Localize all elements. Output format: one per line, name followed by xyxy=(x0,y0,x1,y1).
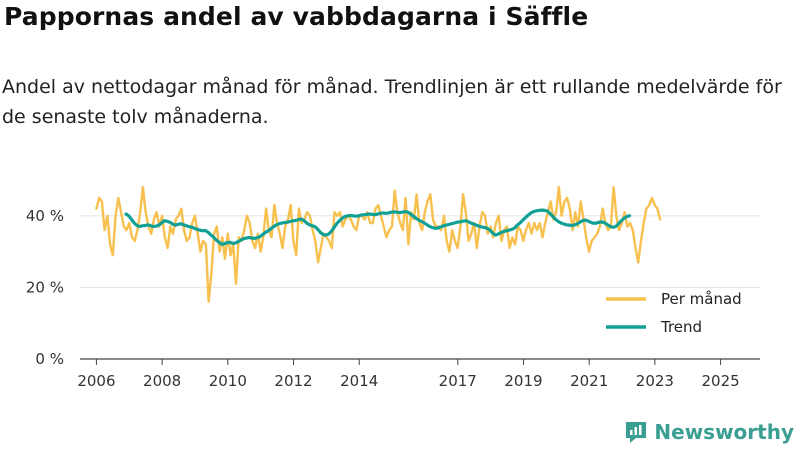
x-tick-label: 2008 xyxy=(143,372,181,390)
x-tick-label: 2012 xyxy=(274,372,312,390)
series-monthly-line xyxy=(95,185,662,303)
chart-subtitle: Andel av nettodagar månad för månad. Tre… xyxy=(2,76,782,128)
x-tick-label: 2006 xyxy=(77,372,115,390)
x-tick-label: 2023 xyxy=(636,372,674,390)
series-trend-line xyxy=(124,208,632,246)
brand-name: Newsworthy xyxy=(654,420,794,444)
x-tick-label: 2025 xyxy=(701,372,739,390)
y-tick-label: 20 % xyxy=(26,278,64,296)
x-tick-label: 2010 xyxy=(209,372,247,390)
brand-logo: Newsworthy xyxy=(624,420,794,444)
legend-trend-label: Trend xyxy=(660,318,702,336)
y-tick-label: 0 % xyxy=(35,350,64,368)
y-tick-label: 40 % xyxy=(26,207,64,225)
bar-chart-icon xyxy=(626,422,647,443)
legend-per-manad-label: Per månad xyxy=(661,290,742,308)
chart-title: Pappornas andel av vabbdagarna i Säffle xyxy=(4,2,589,31)
x-tick-label: 2019 xyxy=(504,372,542,390)
x-tick-label: 2014 xyxy=(340,372,378,390)
x-tick-label: 2017 xyxy=(439,372,477,390)
x-tick-label: 2021 xyxy=(570,372,608,390)
